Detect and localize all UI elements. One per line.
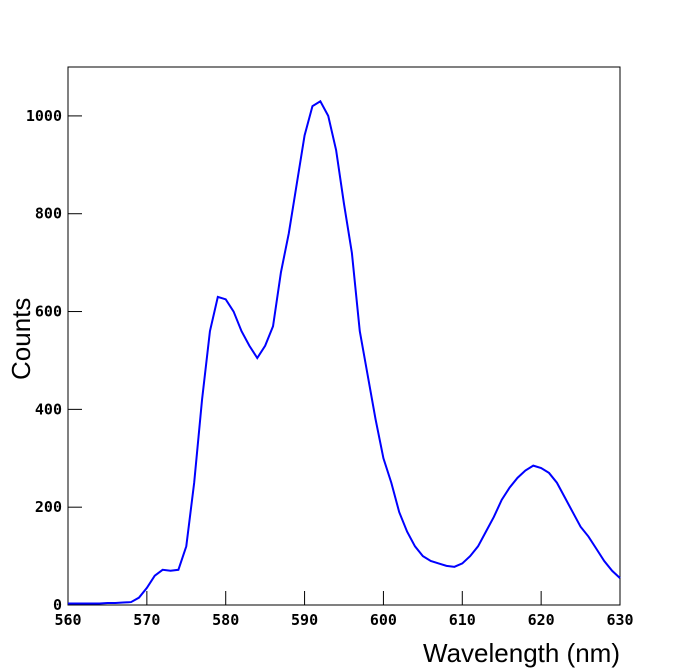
plot-frame — [67, 66, 621, 606]
x-tick-label: 580 — [212, 611, 239, 629]
y-tick-label: 400 — [35, 400, 62, 418]
y-tick-label: 1000 — [26, 107, 62, 125]
x-axis-label: Wavelength (nm) — [423, 638, 620, 668]
y-tick-label: 200 — [35, 498, 62, 516]
y-tick-label: 0 — [53, 596, 62, 614]
x-tick-label: 620 — [528, 611, 555, 629]
x-tick-label: 630 — [606, 611, 633, 629]
x-tick-label: 590 — [291, 611, 318, 629]
data-line — [68, 99, 621, 605]
x-tick-label: 610 — [449, 611, 476, 629]
x-tick-label: 570 — [133, 611, 160, 629]
y-tick-label: 600 — [35, 303, 62, 321]
y-tick-label: 800 — [35, 205, 62, 223]
x-tick-label: 600 — [370, 611, 397, 629]
y-axis-label: Counts — [6, 298, 36, 380]
x-tick-label: 560 — [54, 611, 81, 629]
